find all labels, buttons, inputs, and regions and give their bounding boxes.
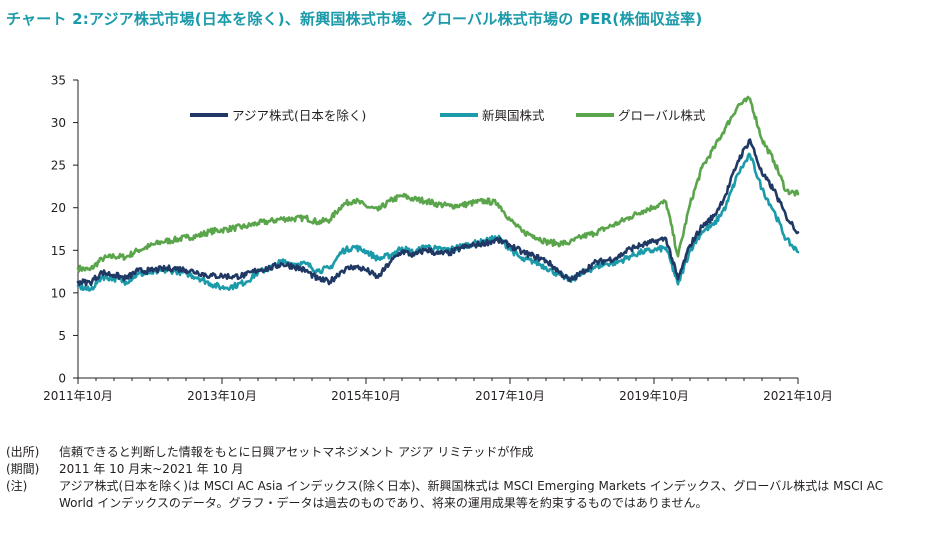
y-tick-label: 30 bbox=[51, 116, 66, 130]
y-tick-label: 15 bbox=[51, 244, 66, 258]
legend-label-asia-ex-japan: アジア株式(日本を除く) bbox=[232, 108, 366, 123]
x-tick-label: 2017年10月 bbox=[475, 389, 545, 403]
note-period: (期間) 2011 年 10 月末~2021 年 10 月 bbox=[6, 461, 909, 478]
series-line-asia-ex-japan bbox=[76, 138, 800, 287]
y-tick-label: 25 bbox=[51, 159, 66, 173]
series-line-global bbox=[76, 95, 800, 273]
chart-axes: 0 5 10 15 20 25 30 35 2011年10月 2013年10月 2015年10月 20… bbox=[43, 74, 833, 404]
chart-series bbox=[76, 95, 800, 292]
per-line-chart: 0 5 10 15 20 25 30 35 2011年10月 2013年10月 2015年10月 20… bbox=[43, 74, 833, 404]
note-source-text: 信頼できると判断した情報をもとに日興アセットマネジメント アジア リミテッドが作… bbox=[59, 445, 534, 459]
x-tick-label: 2021年10月 bbox=[763, 389, 833, 403]
x-tick-label: 2013年10月 bbox=[187, 389, 257, 403]
chart-legend: アジア株式(日本を除く) 新興国株式 グローバル株式 bbox=[190, 108, 706, 123]
note-remarks-tag: (注) bbox=[6, 479, 28, 493]
x-tick-label: 2011年10月 bbox=[43, 389, 113, 403]
y-tick-label: 20 bbox=[51, 201, 66, 215]
y-tick-label: 35 bbox=[51, 74, 66, 88]
legend-label-global: グローバル株式 bbox=[618, 108, 706, 123]
note-period-text: 2011 年 10 月末~2021 年 10 月 bbox=[59, 462, 244, 476]
note-source: (出所) 信頼できると判断した情報をもとに日興アセットマネジメント アジア リミ… bbox=[6, 444, 909, 461]
note-remarks-text: アジア株式(日本を除く)は MSCI AC Asia インデックス(除く日本)、… bbox=[59, 479, 884, 510]
x-tick-label: 2019年10月 bbox=[619, 389, 689, 403]
y-tick-label: 0 bbox=[58, 372, 66, 386]
note-remarks: (注) アジア株式(日本を除く)は MSCI AC Asia インデックス(除く… bbox=[6, 478, 909, 512]
legend-label-emerging-markets: 新興国株式 bbox=[482, 108, 545, 123]
note-source-tag: (出所) bbox=[6, 445, 40, 459]
note-period-tag: (期間) bbox=[6, 462, 40, 476]
y-tick-label: 5 bbox=[58, 329, 66, 343]
series-line-emerging-markets bbox=[76, 152, 800, 292]
notes-block: (出所) 信頼できると判断した情報をもとに日興アセットマネジメント アジア リミ… bbox=[6, 444, 909, 512]
chart-title: チャート 2:アジア株式市場(日本を除く)、新興国株式市場、グローバル株式市場の… bbox=[6, 10, 703, 28]
y-tick-label: 10 bbox=[51, 286, 66, 300]
x-tick-label: 2015年10月 bbox=[331, 389, 401, 403]
